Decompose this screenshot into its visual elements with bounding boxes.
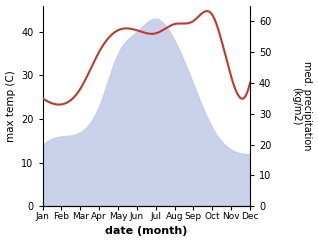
Y-axis label: max temp (C): max temp (C) — [5, 70, 16, 142]
X-axis label: date (month): date (month) — [105, 227, 187, 236]
Y-axis label: med. precipitation
(kg/m2): med. precipitation (kg/m2) — [291, 61, 313, 151]
